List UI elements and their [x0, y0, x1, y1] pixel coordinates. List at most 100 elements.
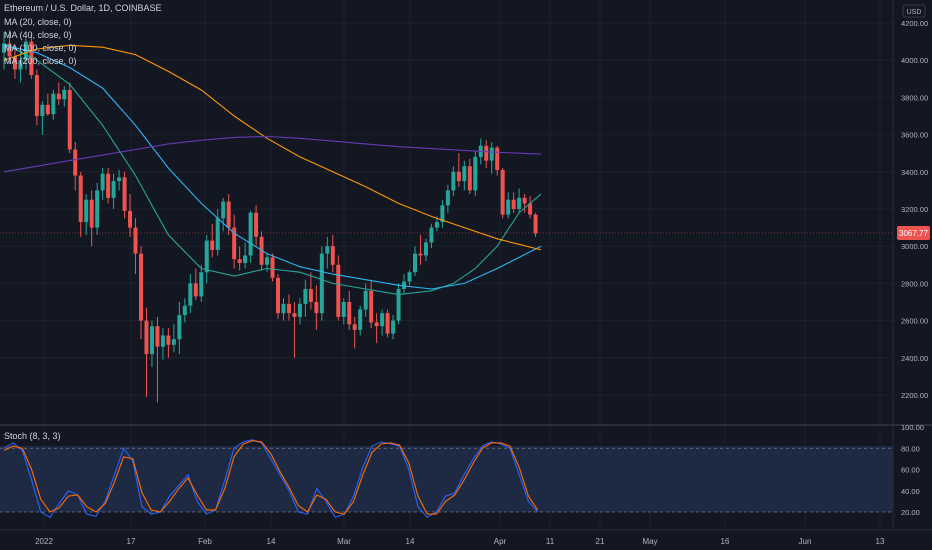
- candle-body: [78, 175, 83, 223]
- currency-label: USD: [907, 9, 922, 16]
- candle-body: [418, 253, 423, 256]
- candle-body: [2, 43, 6, 53]
- candle-body: [358, 309, 363, 330]
- candle-body: [215, 218, 220, 250]
- price-tick-label: 2200.00: [901, 391, 928, 400]
- candle-body: [106, 173, 111, 198]
- currency-box[interactable]: [902, 4, 926, 18]
- symbol-title[interactable]: Ethereum / U.S. Dollar, 1D, COINBASE: [4, 3, 162, 13]
- time-tick-label: 2022: [35, 537, 53, 546]
- legend-ma-40[interactable]: MA (40, close, 0): [4, 30, 72, 40]
- time-axis[interactable]: 2022 17 Feb 14 Mar 14 Apr 11 21 May 16 Jun 13: [35, 537, 885, 546]
- candle-body: [451, 171, 456, 191]
- candle-body: [347, 302, 352, 325]
- candle-body: [385, 313, 390, 334]
- candle-body: [429, 227, 434, 243]
- candle-body: [281, 303, 286, 314]
- candle-body: [445, 190, 450, 206]
- candle-body: [511, 199, 516, 209]
- stoch-label[interactable]: Stoch (8, 3, 3): [4, 431, 61, 441]
- candle-body: [528, 203, 533, 215]
- time-tick-label: Mar: [337, 537, 351, 546]
- stoch-axis[interactable]: 100.00 80.00 60.00 40.00 20.00: [901, 423, 924, 517]
- legend-ma-100[interactable]: MA (100, close, 0): [4, 43, 77, 53]
- candle-body: [292, 313, 297, 317]
- last-price-label: 3067.77: [899, 229, 928, 238]
- price-tick-label: 4000.00: [901, 56, 928, 65]
- candle-body: [51, 93, 56, 115]
- candle-body: [29, 41, 34, 76]
- candle-body: [128, 210, 133, 228]
- candle-body: [122, 177, 127, 211]
- moving-averages: [3, 43, 542, 296]
- time-tick-label: 13: [876, 537, 885, 546]
- candle-body: [314, 302, 319, 314]
- time-tick-label: Apr: [494, 537, 507, 546]
- candle-body: [341, 302, 346, 317]
- candle-body: [319, 253, 324, 314]
- candle-body: [18, 60, 23, 70]
- time-tick-label: 16: [721, 537, 730, 546]
- ma-100-line: [3, 44, 542, 251]
- candle-body: [308, 288, 313, 302]
- candle-body: [391, 320, 396, 334]
- legend-ma-200[interactable]: MA (200, close, 0): [4, 56, 77, 66]
- ma-20-line: [3, 43, 542, 296]
- candle-body: [133, 227, 138, 254]
- candle-body: [369, 290, 374, 323]
- candle-body: [413, 253, 417, 273]
- candle-body: [12, 56, 17, 70]
- candle-body: [517, 197, 522, 209]
- price-axis[interactable]: 4200.00 4000.00 3800.00 3600.00 3400.00 3200.…: [901, 19, 928, 400]
- candle-body: [456, 171, 461, 182]
- candle-body: [111, 181, 116, 198]
- candle-body: [155, 326, 160, 347]
- ma-40-line: [3, 44, 542, 290]
- stoch-tick-label: 100.00: [901, 423, 924, 432]
- candles: [2, 30, 538, 403]
- candle-body: [73, 149, 78, 176]
- legend-ma-20[interactable]: MA (20, close, 0): [4, 17, 72, 27]
- candle-body: [117, 177, 122, 182]
- candle-body: [434, 222, 439, 228]
- candle-body: [62, 89, 67, 100]
- candle-body: [199, 272, 204, 297]
- candle-body: [423, 242, 428, 256]
- candle-body: [467, 166, 472, 191]
- candle-body: [89, 199, 94, 228]
- price-tick-label: 3800.00: [901, 93, 928, 102]
- candle-body: [325, 246, 330, 254]
- candle-body: [396, 288, 401, 321]
- candle-body: [363, 290, 368, 310]
- candle-body: [248, 212, 253, 256]
- candle-body: [144, 320, 149, 355]
- candle-body: [182, 305, 187, 316]
- candle-body: [473, 156, 478, 191]
- time-tick-label: 11: [546, 537, 555, 546]
- time-tick-label: Feb: [198, 537, 212, 546]
- candle-body: [204, 240, 209, 273]
- time-tick-label: 21: [596, 537, 605, 546]
- price-tick-label: 2400.00: [901, 354, 928, 363]
- price-tick-label: 3200.00: [901, 205, 928, 214]
- candle-body: [506, 199, 511, 215]
- candle-body: [243, 255, 248, 263]
- candle-body: [149, 326, 154, 355]
- candle-body: [188, 283, 193, 306]
- candle-body: [522, 197, 527, 204]
- candle-body: [380, 313, 385, 327]
- candle-body: [23, 41, 28, 61]
- candle-body: [40, 104, 45, 116]
- candle-body: [34, 75, 39, 116]
- candle-body: [45, 104, 50, 115]
- candle-body: [67, 89, 72, 150]
- time-tick-label: May: [642, 537, 657, 546]
- candle-body: [177, 315, 182, 340]
- candle-body: [171, 339, 176, 345]
- ma-200-line: [3, 135, 542, 173]
- price-tick-label: 3400.00: [901, 168, 928, 177]
- candle-body: [56, 93, 61, 100]
- candle-body: [160, 335, 165, 347]
- candle-body: [210, 240, 215, 250]
